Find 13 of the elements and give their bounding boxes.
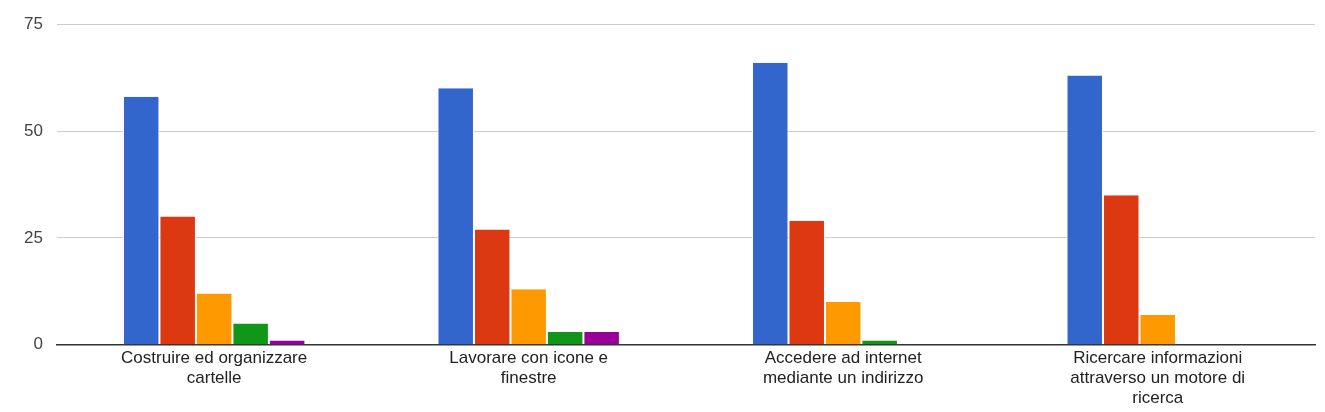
- category-label: attraverso un motore di: [1070, 368, 1246, 388]
- category-label: Accedere ad internet: [764, 347, 922, 367]
- y-tick-label: 50: [23, 120, 43, 140]
- category-label: Ricercare informazioni: [1073, 347, 1243, 367]
- category-label: finestre: [500, 368, 557, 388]
- category-label: ricerca: [1132, 388, 1184, 408]
- category-label: cartelle: [186, 368, 242, 388]
- category-label: Costruire ed organizzare: [121, 347, 308, 367]
- y-tick-label: 0: [33, 334, 43, 354]
- category-label: Lavorare con icone e: [449, 347, 609, 367]
- y-tick-label: 75: [23, 13, 43, 33]
- y-tick-label: 25: [23, 227, 43, 247]
- category-label: mediante un indirizzo: [762, 368, 924, 388]
